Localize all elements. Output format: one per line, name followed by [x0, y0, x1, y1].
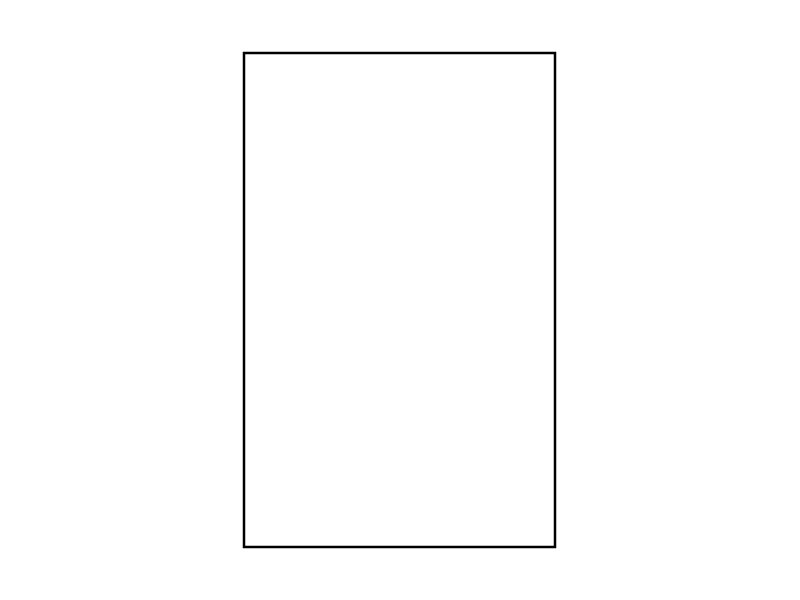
map-frame [242, 51, 557, 549]
